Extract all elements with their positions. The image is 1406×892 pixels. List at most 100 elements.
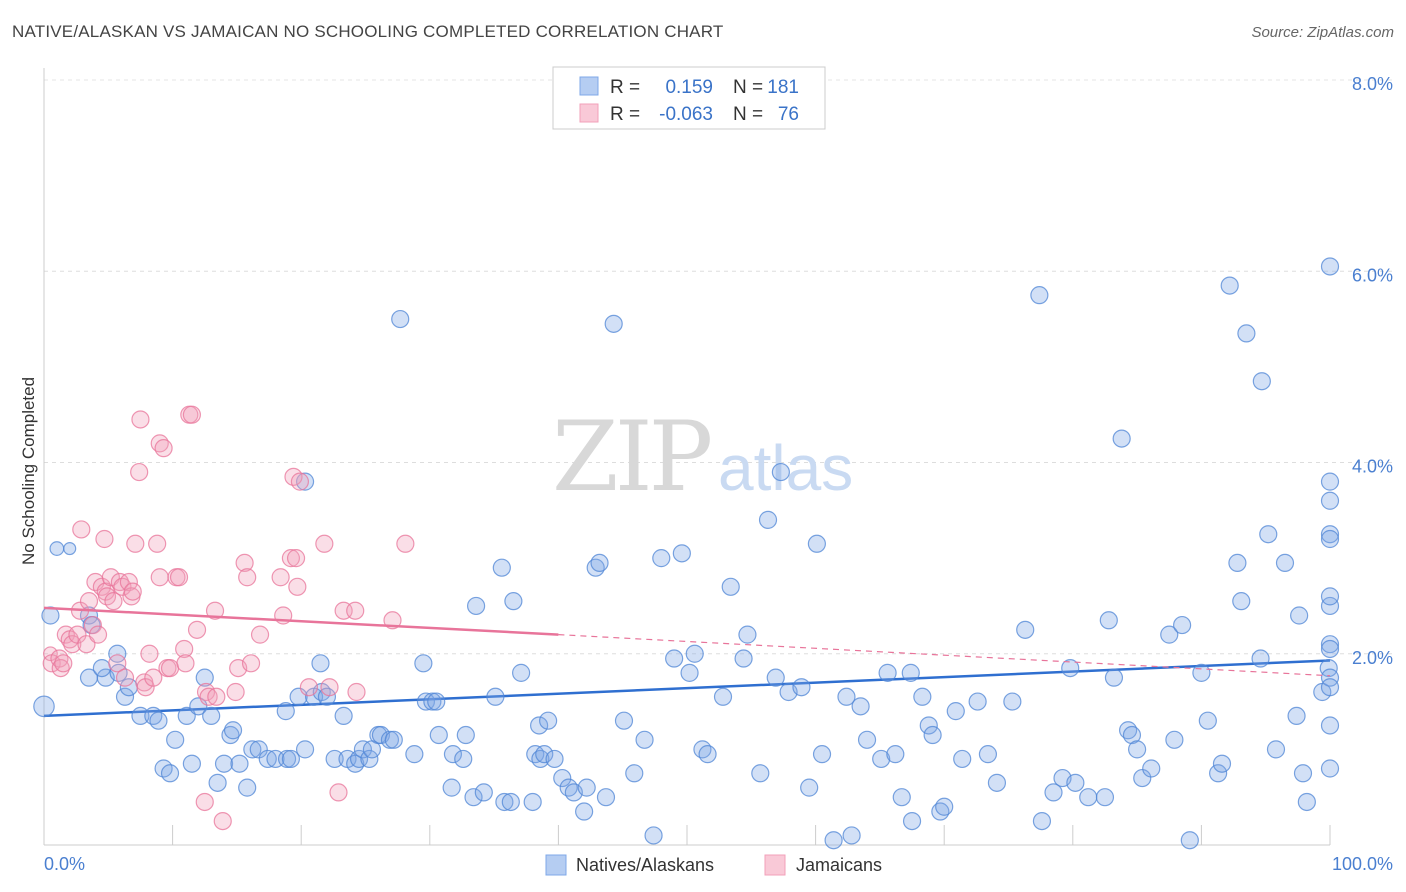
native-point [535,745,554,764]
jamaican-trend-extension [558,634,1331,677]
legend-native-label: Natives/Alaskans [576,855,714,875]
y-tick-label: 2.0% [1352,648,1393,668]
jamaican-point [205,601,225,620]
native-point [892,788,911,807]
native-point [625,764,644,783]
jamaican-point [95,529,114,549]
native-point [901,663,920,682]
native-point [738,625,757,644]
native-point [1030,286,1049,305]
native-point [1290,606,1309,625]
native-point [857,730,877,749]
jamaican-point [123,582,142,601]
native-point [108,644,127,663]
legend-r-label: R = [610,104,640,125]
native-point [501,792,520,812]
native-point [1320,678,1340,697]
native-point [277,749,297,769]
native-point [416,692,436,711]
jamaican-point [169,568,189,587]
native-point [1173,615,1192,635]
native-point [851,697,870,716]
native-point [92,658,111,678]
native-point [812,745,832,764]
native-point [644,826,663,845]
native-point [149,711,168,730]
native-point [1320,529,1340,549]
native-point [1104,668,1124,687]
native-point [1198,711,1217,730]
native-point [512,663,531,682]
native-point [807,534,826,553]
native-point [1003,692,1022,711]
legend-r-label: R = [610,77,640,98]
native-point [935,797,954,816]
native-point [1122,725,1142,745]
jamaican-trend-layer [43,606,1331,677]
chart-title: NATIVE/ALASKAN VS JAMAICAN NO SCHOOLING … [12,22,724,41]
native-point [325,749,344,769]
jamaican-point [299,678,319,697]
jamaican-point [187,620,207,639]
legend-jamaican-label: Jamaicans [796,855,882,875]
native-point [276,702,295,721]
jamaican-point [250,625,270,644]
jamaican-point [88,625,108,644]
native-point [590,553,609,573]
native-point [721,577,740,596]
native-point [771,462,790,482]
native-point [1160,625,1179,644]
native-point [758,510,778,529]
native-point [872,749,891,769]
jamaican-point [43,646,58,662]
native-point [1061,658,1080,678]
y-tick-label: 4.0% [1352,457,1393,477]
native-point [1319,658,1338,678]
native-point [1142,759,1161,778]
native-point [1320,635,1340,654]
native-point [1016,620,1035,639]
watermark-zip: ZIP [552,401,711,513]
jamaican-point [396,534,415,553]
native-point [1297,792,1316,812]
jamaican-point [199,687,218,706]
native-point [1293,764,1313,783]
native-point [456,725,475,745]
native-point [1228,553,1247,573]
native-point [792,678,811,697]
native-point [734,649,753,668]
native-point [672,544,691,563]
jamaican-point [119,572,138,592]
native-point [1287,706,1306,726]
jamaican-point [290,472,310,491]
native-point [427,692,446,711]
jamaican-point [83,615,102,635]
legend-top: R = 0.159 N = 181 R = -0.063 N = 76 [552,66,826,130]
native-point [1220,276,1239,295]
native-point [685,644,704,663]
jamaican-point [195,792,214,812]
jamaican-point [63,635,82,654]
native-point [530,716,549,735]
native-point [230,754,249,773]
jamaican-point [54,654,73,673]
native-point [504,592,523,611]
native-point [258,749,277,769]
y-tick-label: 6.0% [1352,265,1393,285]
native-point [492,558,511,577]
native-point [311,654,330,673]
native-point [281,749,301,769]
legend-r-value: -0.063 [659,104,713,125]
legend-bottom: Natives/Alaskans Jamaicans [545,854,882,876]
native-point [442,778,461,797]
native-point [635,730,654,749]
jamaican-point [150,568,169,587]
native-point [243,740,262,759]
native-point [545,749,564,769]
jamaican-point [136,678,155,697]
native-point [1320,257,1340,276]
native-point [1099,611,1118,630]
native-point [429,725,448,745]
native-point [1320,668,1340,687]
native-point [1044,783,1063,802]
